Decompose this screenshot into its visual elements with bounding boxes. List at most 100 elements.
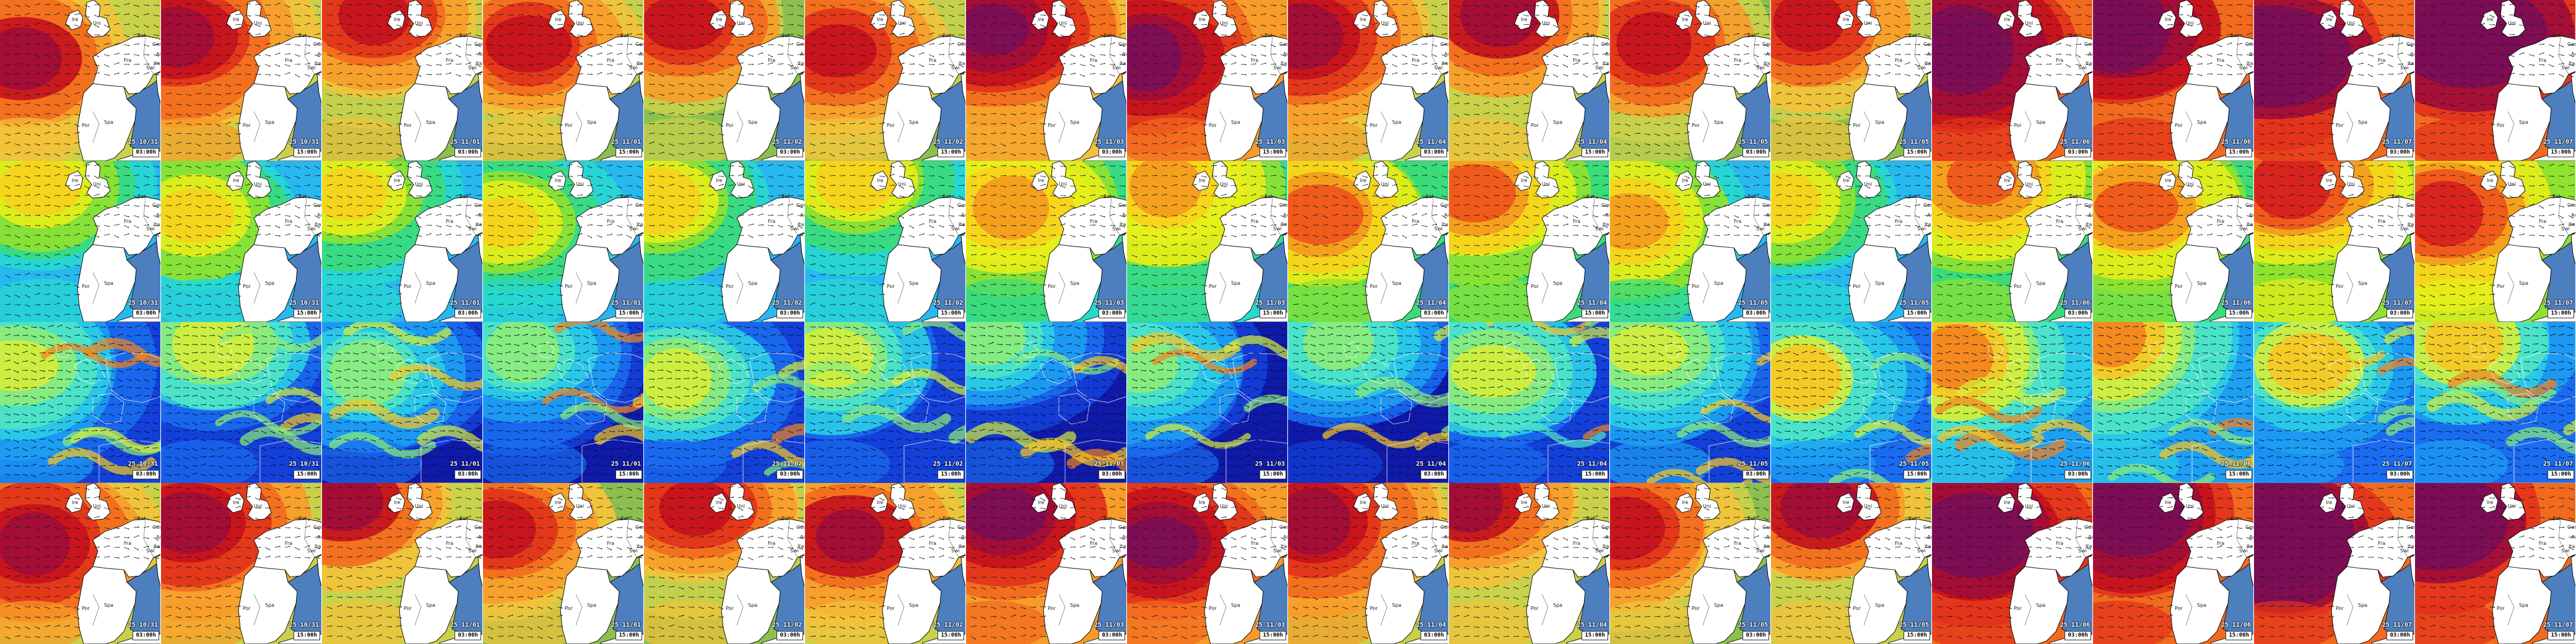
place-label: Aus	[961, 212, 966, 218]
forecast-panel[interactable]: FraSpaItaIreUniBelGerPorAusSwi25 10/3103…	[0, 483, 161, 644]
forecast-panel[interactable]: 25 11/03 15:00h	[1127, 322, 1288, 483]
intensity-band	[1937, 505, 2014, 565]
place-label: Aus	[2410, 534, 2415, 540]
place-label: Fra	[1412, 58, 1419, 63]
intensity-band	[2254, 161, 2331, 220]
forecast-panel[interactable]: 25 11/05 15:00h	[1771, 322, 1932, 483]
forecast-panel[interactable]: 25 11/06 15:00h	[2093, 322, 2254, 483]
forecast-panel[interactable]: FraSpaItaIreUniBelGerPorAusSwi25 11/0403…	[1288, 0, 1449, 161]
forecast-date: 25 11/05	[1891, 299, 1930, 307]
place-label: Spa	[1553, 120, 1562, 125]
forecast-panel[interactable]: 25 11/02 03:00h	[644, 322, 805, 483]
forecast-time: 15:00h	[1904, 309, 1930, 318]
forecast-panel[interactable]: FraSpaItaIreUniBelGerPorAusSwi25 11/0115…	[483, 483, 644, 644]
forecast-panel[interactable]: 25 10/31 03:00h	[0, 322, 161, 483]
forecast-panel[interactable]: FraSpaItaIreUniBelGerPorAusSwi25 11/0315…	[1127, 161, 1288, 322]
forecast-panel[interactable]: FraSpaItaIreUniBelGerPorAusSwi25 11/0103…	[322, 0, 483, 161]
place-label: Swi	[1112, 65, 1121, 71]
place-label: Spa	[1392, 120, 1401, 125]
place-label: Ger	[635, 202, 644, 208]
place-label: Por	[565, 606, 573, 611]
forecast-panel[interactable]: FraSpaItaIreUniBelGerPorAusSwi25 11/0715…	[2415, 483, 2576, 644]
forecast-panel[interactable]: FraSpaItaIreUniBelGerPorAusSwi25 11/0503…	[1610, 0, 1771, 161]
place-label: Fra	[1734, 219, 1741, 224]
forecast-panel[interactable]: Fra Spa Ita Ire Uni Bel Ger Por Aus Swi 25 11/02 15…	[805, 161, 966, 322]
forecast-panel[interactable]: FraSpaItaIreUniBelGerPorAusSwi25 11/0103…	[322, 483, 483, 644]
land-mass	[2409, 232, 2414, 265]
forecast-panel[interactable]: FraSpaItaIreUniBelGerPorAusSwi25 11/0415…	[1449, 161, 1610, 322]
forecast-panel[interactable]: FraSpaItaIreUniBelGerPorAusSwi25 11/0203…	[644, 161, 805, 322]
forecast-panel[interactable]: FraSpaItaIreUniBelGerPorAusSwi25 11/0603…	[1932, 483, 2093, 644]
land-mass	[253, 518, 321, 578]
place-label: Ita	[959, 61, 965, 66]
coastline	[1708, 439, 1770, 483]
forecast-panel[interactable]: Fra Spa Ita Ire Uni Bel Ger Por Aus Swi 25 11/02 15…	[805, 483, 966, 644]
forecast-panel[interactable]: FraSpaItaIreUniBelGerPorAusSwi25 11/0115…	[483, 161, 644, 322]
forecast-map: FraSpaItaIreUniBelGerPorAusSwi	[2254, 483, 2415, 644]
forecast-panel[interactable]: Fra Spa Ita Ire Uni Bel Ger Por Aus Swi 25 11/02 15…	[805, 0, 966, 161]
forecast-panel[interactable]: 25 11/04 03:00h	[1288, 322, 1449, 483]
forecast-panel[interactable]: 25 11/07 15:00h	[2415, 322, 2576, 483]
place-label: Bel	[781, 194, 790, 199]
forecast-panel[interactable]: 25 11/05 03:00h	[1610, 322, 1771, 483]
forecast-panel[interactable]: Fra Spa Ita Ire Uni Bel Ger Por Aus Swi 25 10/31 15…	[161, 0, 322, 161]
forecast-panel[interactable]: FraSpaItaIreUniBelGerPorAusSwi25 11/0715…	[2415, 0, 2576, 161]
land-mass	[226, 492, 245, 513]
place-label: Aus	[2410, 212, 2415, 218]
forecast-panel[interactable]: FraSpaItaIreUniBelGerPorAusSwi25 11/0503…	[1610, 161, 1771, 322]
forecast-panel[interactable]: FraSpaItaIreUniBelGerPorAusSwi25 11/0615…	[2093, 483, 2254, 644]
forecast-panel[interactable]: FraSpaItaIreUniBelGerPorAusSwi25 10/3103…	[0, 0, 161, 161]
forecast-panel[interactable]: FraSpaItaIreUniBelGerPorAusSwi25 11/0503…	[1610, 483, 1771, 644]
forecast-map: FraSpaItaIreUniBelGerPorAusSwi	[644, 161, 804, 322]
forecast-panel[interactable]: FraSpaItaIreUniBelGerPorAusSwi25 11/0303…	[966, 483, 1127, 644]
forecast-panel[interactable]: FraSpaItaIreUniBelGerPorAusSwi25 11/0303…	[966, 161, 1127, 322]
forecast-time: 15:00h	[1582, 631, 1608, 640]
forecast-panel[interactable]: FraSpaItaIreUniBelGerPorAusSwi25 11/0403…	[1288, 161, 1449, 322]
forecast-panel[interactable]: FraSpaItaIreUniBelGerPorAusSwi25 11/0415…	[1449, 483, 1610, 644]
place-label: Bel	[1425, 194, 1434, 199]
land-mass	[2087, 554, 2092, 587]
forecast-panel[interactable]: FraSpaItaIreUniBelGerPorAusSwi25 11/0203…	[644, 483, 805, 644]
forecast-panel[interactable]: FraSpaItaIreUniBelGerPorAusSwi25 11/0515…	[1771, 483, 1932, 644]
forecast-panel[interactable]: Fra Spa Ita Ire Uni Bel Ger Por Aus Swi 25 10/31 15…	[161, 483, 322, 644]
forecast-panel[interactable]: FraSpaItaIreUniBelGerPorAusSwi25 10/3103…	[0, 161, 161, 322]
forecast-panel[interactable]: FraSpaItaIreUniBelGerPorAusSwi25 11/0603…	[1932, 0, 2093, 161]
forecast-panel[interactable]: Fra Spa Ita Ire Uni Bel Ger Por Aus Swi 25 11/07 03…	[2254, 0, 2415, 161]
forecast-panel[interactable]: 25 11/07 03:00h	[2254, 322, 2415, 483]
timestamp: 25 11/04 15:00h	[1569, 460, 1608, 479]
forecast-panel[interactable]: FraSpaItaIreUniBelGerPorAusSwi25 11/0115…	[483, 0, 644, 161]
place-label: Ger	[957, 524, 966, 530]
forecast-panel[interactable]: 25 10/31 15:00h	[161, 322, 322, 483]
forecast-panel[interactable]: FraSpaItaIreUniBelGerPorAusSwi25 11/0615…	[2093, 161, 2254, 322]
forecast-panel[interactable]: 25 11/01 03:00h	[322, 322, 483, 483]
forecast-panel[interactable]: FraSpaItaIreUniBelGerPorAusSwi25 11/0603…	[1932, 161, 2093, 322]
forecast-panel[interactable]: 25 11/06 03:00h	[1932, 322, 2093, 483]
forecast-time: 03:00h	[2065, 148, 2091, 157]
forecast-panel[interactable]: 25 11/03 03:00h	[966, 322, 1127, 483]
land-mass	[92, 35, 160, 95]
land-mass	[729, 0, 755, 38]
forecast-panel[interactable]: FraSpaItaIreUniBelGerPorAusSwi25 11/0615…	[2093, 0, 2254, 161]
forecast-panel[interactable]: 25 11/02 15:00h	[805, 322, 966, 483]
forecast-panel[interactable]: FraSpaItaIreUniBelGerPorAusSwi25 11/0715…	[2415, 161, 2576, 322]
place-label: Spa	[2197, 120, 2206, 125]
place-label: Ger	[152, 202, 161, 208]
forecast-panel[interactable]: 25 11/04 15:00h	[1449, 322, 1610, 483]
forecast-panel[interactable]: 25 11/01 15:00h	[483, 322, 644, 483]
forecast-panel[interactable]: FraSpaItaIreUniBelGerPorAusSwi25 11/0403…	[1288, 483, 1449, 644]
forecast-panel[interactable]: Fra Spa Ita Ire Uni Bel Ger Por Aus Swi 25 11/07 03…	[2254, 483, 2415, 644]
forecast-panel[interactable]: Fra Spa Ita Ire Uni Bel Ger Por Aus Swi 25 11/07 03…	[2254, 161, 2415, 322]
forecast-panel[interactable]: FraSpaItaIreUniBelGerPorAusSwi25 11/0203…	[644, 0, 805, 161]
forecast-panel[interactable]: FraSpaItaIreUniBelGerPorAusSwi25 11/0315…	[1127, 0, 1288, 161]
forecast-panel[interactable]: FraSpaItaIreUniBelGerPorAusSwi25 11/0315…	[1127, 483, 1288, 644]
forecast-panel[interactable]: FraSpaItaIreUniBelGerPorAusSwi25 11/0303…	[966, 0, 1127, 161]
forecast-panel[interactable]: Fra Spa Ita Ire Uni Bel Ger Por Aus Swi 25 10/31 15…	[161, 161, 322, 322]
place-label: Ire	[2487, 17, 2493, 22]
forecast-time: 15:00h	[938, 309, 964, 318]
intensity-band	[2093, 0, 2159, 57]
forecast-panel[interactable]: FraSpaItaIreUniBelGerPorAusSwi25 11/0103…	[322, 161, 483, 322]
forecast-panel[interactable]: FraSpaItaIreUniBelGerPorAusSwi25 11/0515…	[1771, 161, 1932, 322]
land-mass	[1353, 492, 1372, 513]
forecast-panel[interactable]: FraSpaItaIreUniBelGerPorAusSwi25 11/0415…	[1449, 0, 1610, 161]
forecast-panel[interactable]: FraSpaItaIreUniBelGerPorAusSwi25 11/0515…	[1771, 0, 1932, 161]
